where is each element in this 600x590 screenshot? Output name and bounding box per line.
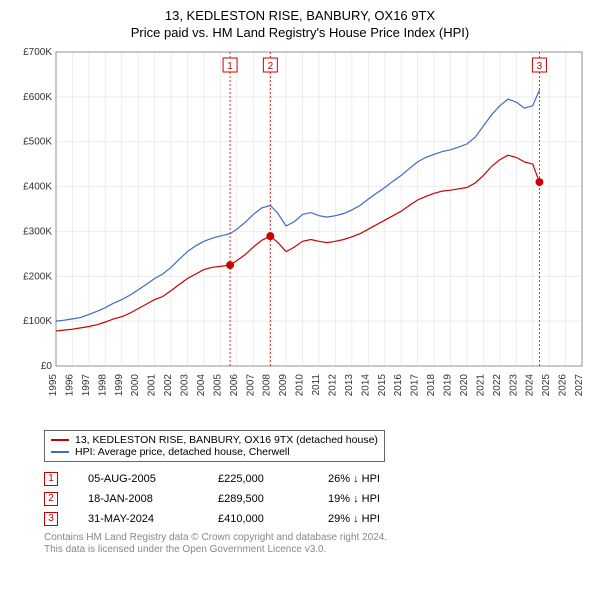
footer-line-1: Contains HM Land Registry data © Crown c… — [44, 532, 588, 545]
tx-marker-2: 2 — [44, 492, 58, 506]
tx-price-1: £225,000 — [218, 473, 298, 485]
tx-delta-1: 26% ↓ HPI — [328, 473, 418, 485]
chart-svg: £0 £100K £200K £300K £400K £500K £600K £700K 199… — [12, 46, 588, 426]
tx-marker-3: 3 — [44, 512, 58, 526]
svg-text:1995: 1995 — [48, 373, 59, 396]
legend-swatch-property — [51, 439, 69, 441]
tx-price-2: £289,500 — [218, 493, 298, 505]
svg-text:2007: 2007 — [245, 373, 256, 396]
svg-text:2019: 2019 — [443, 373, 454, 396]
footer-line-2: This data is licensed under the Open Gov… — [44, 544, 588, 557]
svg-text:2011: 2011 — [311, 373, 322, 395]
svg-text:2003: 2003 — [180, 373, 191, 396]
tx-date-3: 31-MAY-2024 — [88, 513, 188, 525]
tx-date-1: 05-AUG-2005 — [88, 473, 188, 485]
svg-text:2010: 2010 — [295, 373, 306, 396]
svg-text:3: 3 — [537, 61, 543, 72]
root: 13, KEDLESTON RISE, BANBURY, OX16 9TX Pr… — [0, 0, 600, 590]
chart-area: £0 £100K £200K £300K £400K £500K £600K £700K 199… — [12, 46, 588, 426]
transactions-table: 1 05-AUG-2005 £225,000 26% ↓ HPI 2 18-JA… — [44, 472, 588, 526]
chart-title: 13, KEDLESTON RISE, BANBURY, OX16 9TX Pr… — [12, 8, 588, 42]
svg-text:2005: 2005 — [212, 373, 223, 396]
svg-text:2014: 2014 — [360, 373, 371, 396]
tx-marker-1: 1 — [44, 472, 58, 486]
legend-row-property: 13, KEDLESTON RISE, BANBURY, OX16 9TX (d… — [51, 434, 378, 446]
svg-text:2022: 2022 — [492, 373, 503, 396]
svg-text:1: 1 — [227, 61, 233, 72]
svg-text:2000: 2000 — [130, 373, 141, 396]
tx-delta-3: 29% ↓ HPI — [328, 513, 418, 525]
legend-label-hpi: HPI: Average price, detached house, Cher… — [75, 446, 290, 458]
svg-text:2001: 2001 — [147, 373, 158, 396]
title-line-1: 13, KEDLESTON RISE, BANBURY, OX16 9TX — [12, 8, 588, 25]
tx-row-3: 3 31-MAY-2024 £410,000 29% ↓ HPI — [44, 512, 588, 526]
svg-text:2024: 2024 — [525, 373, 536, 396]
svg-text:2002: 2002 — [163, 373, 174, 396]
svg-text:£700K: £700K — [23, 47, 52, 58]
svg-text:2008: 2008 — [262, 373, 273, 396]
footer: Contains HM Land Registry data © Crown c… — [44, 532, 588, 557]
svg-text:£0: £0 — [41, 361, 53, 372]
svg-text:£600K: £600K — [23, 92, 52, 103]
tx-date-2: 18-JAN-2008 — [88, 493, 188, 505]
svg-text:£100K: £100K — [23, 316, 52, 327]
svg-text:2016: 2016 — [393, 373, 404, 396]
tx-row-2: 2 18-JAN-2008 £289,500 19% ↓ HPI — [44, 492, 588, 506]
legend-row-hpi: HPI: Average price, detached house, Cher… — [51, 446, 378, 458]
svg-text:1998: 1998 — [97, 373, 108, 396]
title-line-2: Price paid vs. HM Land Registry's House … — [12, 25, 588, 42]
legend-swatch-hpi — [51, 451, 69, 453]
svg-text:2023: 2023 — [508, 373, 519, 396]
tx-price-3: £410,000 — [218, 513, 298, 525]
legend: 13, KEDLESTON RISE, BANBURY, OX16 9TX (d… — [44, 430, 385, 462]
svg-text:2: 2 — [268, 61, 274, 72]
tx-delta-2: 19% ↓ HPI — [328, 493, 418, 505]
svg-text:1996: 1996 — [64, 373, 75, 396]
svg-text:2006: 2006 — [229, 373, 240, 396]
svg-text:£500K: £500K — [23, 136, 52, 147]
svg-text:2027: 2027 — [574, 373, 585, 396]
svg-text:2015: 2015 — [377, 373, 388, 396]
svg-text:2026: 2026 — [558, 373, 569, 396]
svg-text:2018: 2018 — [426, 373, 437, 396]
legend-label-property: 13, KEDLESTON RISE, BANBURY, OX16 9TX (d… — [75, 434, 378, 446]
tx-row-1: 1 05-AUG-2005 £225,000 26% ↓ HPI — [44, 472, 588, 486]
svg-text:2017: 2017 — [410, 373, 421, 396]
svg-text:£200K: £200K — [23, 271, 52, 282]
svg-text:2013: 2013 — [344, 373, 355, 396]
svg-text:2025: 2025 — [541, 373, 552, 396]
svg-text:£400K: £400K — [23, 181, 52, 192]
svg-text:2012: 2012 — [327, 373, 338, 396]
svg-text:1997: 1997 — [81, 373, 92, 396]
svg-text:2020: 2020 — [459, 373, 470, 396]
svg-text:1999: 1999 — [114, 373, 125, 396]
svg-text:£300K: £300K — [23, 226, 52, 237]
svg-text:2009: 2009 — [278, 373, 289, 396]
svg-text:2004: 2004 — [196, 373, 207, 396]
svg-text:2021: 2021 — [475, 373, 486, 396]
